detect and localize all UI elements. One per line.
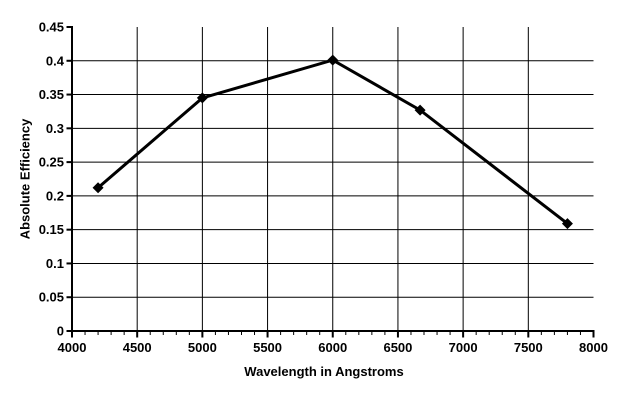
x-tick-label: 8000 [579, 340, 608, 355]
y-tick-label: 0.2 [46, 188, 64, 203]
y-tick-label: 0.05 [39, 290, 64, 305]
x-tick-label: 5000 [188, 340, 217, 355]
y-tick-label: 0 [57, 324, 64, 339]
y-tick-label: 0.1 [46, 256, 64, 271]
y-tick-label: 0.25 [39, 155, 64, 170]
y-tick-label: 0.15 [39, 222, 64, 237]
x-tick-label: 7000 [449, 340, 478, 355]
x-tick-label: 5500 [253, 340, 282, 355]
x-tick-label: 4000 [58, 340, 87, 355]
data-point-marker [414, 104, 426, 116]
y-tick-label: 0.4 [46, 53, 65, 68]
y-tick-label: 0.35 [39, 87, 64, 102]
y-tick-label: 0.3 [46, 121, 64, 136]
x-tick-label: 7500 [514, 340, 543, 355]
x-tick-label: 6500 [383, 340, 412, 355]
data-point-marker [92, 182, 104, 194]
x-axis-title: Wavelength in Angstroms [244, 364, 404, 379]
x-tick-label: 4500 [123, 340, 152, 355]
data-point-marker [196, 92, 208, 104]
y-axis-title: Absolute Efficiency [17, 118, 33, 240]
y-tick-label: 0.45 [39, 20, 64, 35]
data-point-marker [327, 54, 339, 66]
data-point-marker [561, 218, 573, 230]
x-tick-label: 6000 [318, 340, 347, 355]
